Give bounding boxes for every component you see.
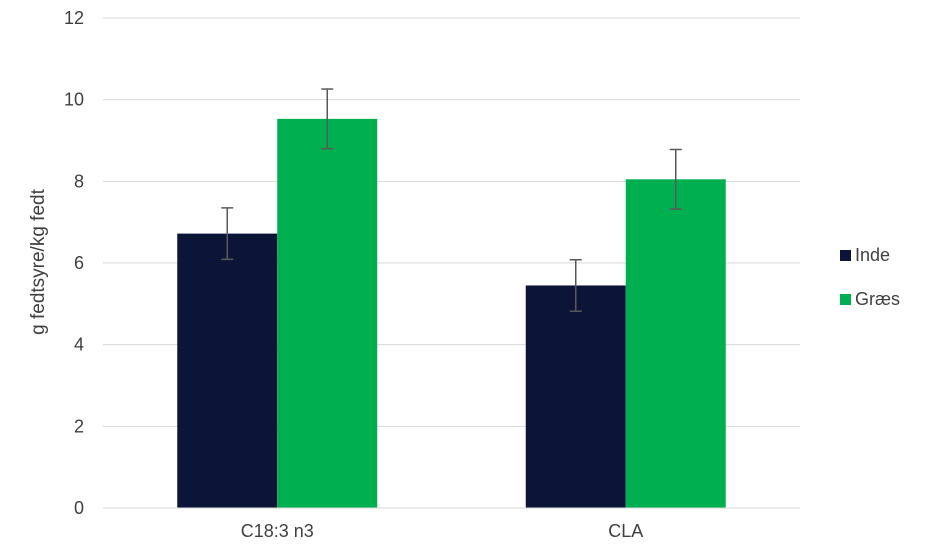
x-axis-tick-labels: C18:3 n3 CLA	[241, 521, 644, 541]
legend: Inde Græs	[840, 245, 900, 309]
y-tick-label: 12	[64, 8, 84, 28]
y-tick-label: 0	[74, 498, 84, 518]
bar-inde-2	[525, 285, 626, 508]
bars	[177, 118, 726, 508]
y-tick-label: 2	[74, 416, 84, 436]
legend-swatch-græs	[840, 294, 851, 305]
y-tick-label: 10	[64, 90, 84, 110]
bar-græs-2	[625, 179, 726, 508]
legend-label: Inde	[855, 245, 890, 265]
bar-inde-1	[177, 233, 278, 508]
legend-swatch-inde	[840, 250, 851, 261]
x-tick-label: C18:3 n3	[241, 521, 314, 541]
y-axis-title: g fedtsyre/kg fedt	[28, 188, 49, 334]
error-bars	[221, 88, 682, 312]
x-tick-label: CLA	[608, 521, 643, 541]
y-tick-label: 8	[74, 171, 84, 191]
legend-label: Græs	[855, 289, 900, 309]
y-tick-label: 4	[74, 335, 84, 355]
y-tick-label: 6	[74, 253, 84, 273]
bar-græs-1	[277, 118, 378, 508]
y-axis-tick-labels: 0 2 4 6 8 10 12	[64, 8, 84, 518]
